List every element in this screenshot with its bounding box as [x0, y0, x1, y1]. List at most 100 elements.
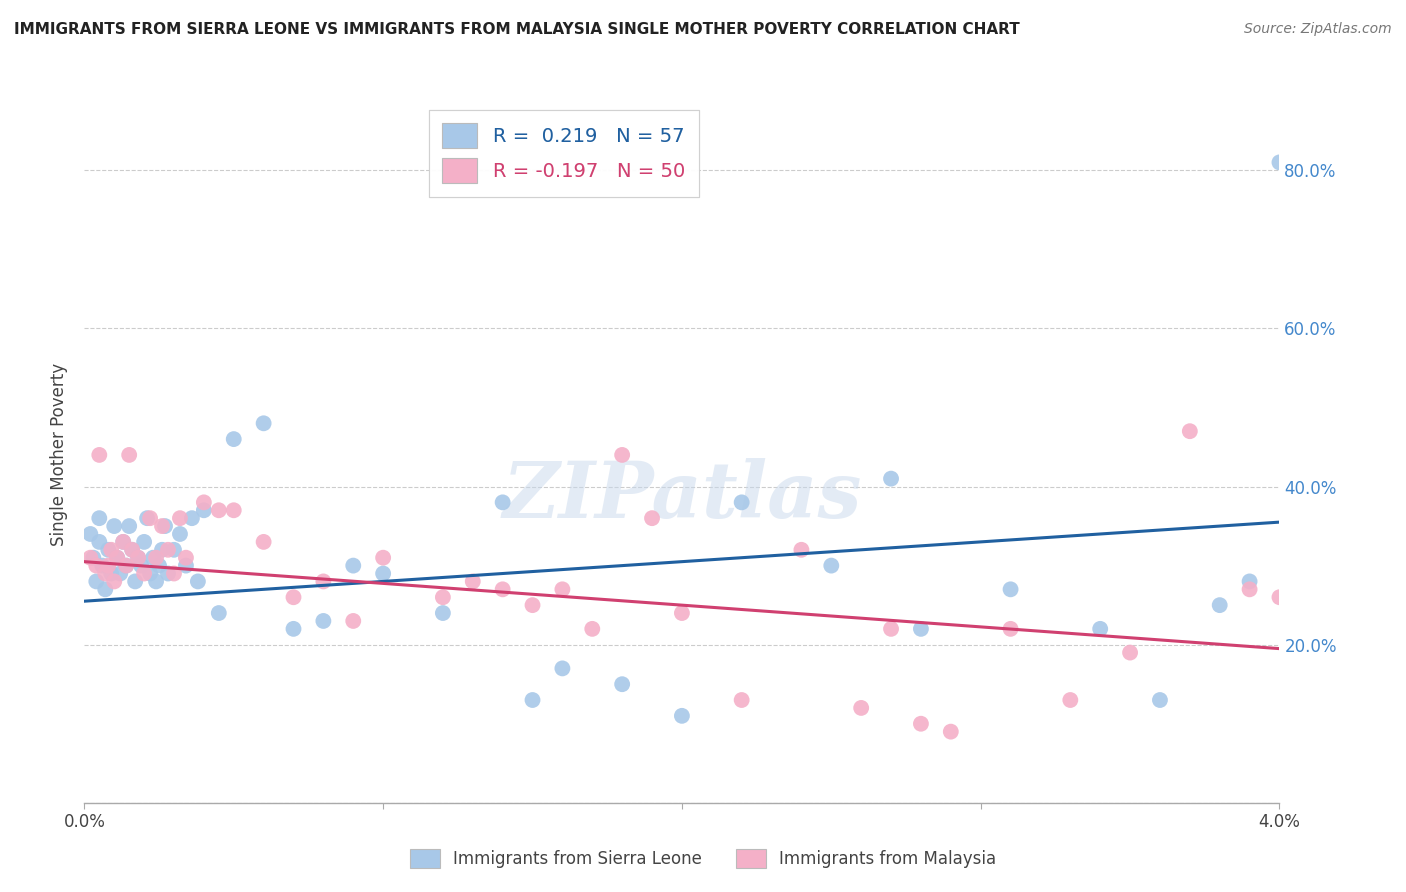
Point	[121, 542, 143, 557]
Point	[641, 511, 664, 525]
Point	[1268, 155, 1291, 169]
Point	[522, 598, 544, 612]
Point	[283, 591, 305, 605]
Point	[136, 511, 159, 525]
Point	[145, 550, 167, 565]
Y-axis label: Single Mother Poverty: Single Mother Poverty	[51, 363, 69, 547]
Point	[132, 566, 156, 581]
Point	[112, 534, 135, 549]
Point	[193, 495, 215, 509]
Text: ZIPatlas: ZIPatlas	[502, 458, 862, 535]
Point	[610, 677, 633, 691]
Point	[180, 511, 202, 525]
Point	[157, 542, 180, 557]
Point	[1178, 424, 1201, 438]
Point	[89, 448, 111, 462]
Point	[880, 472, 903, 486]
Point	[1088, 622, 1111, 636]
Point	[82, 550, 104, 565]
Point	[79, 550, 101, 565]
Point	[731, 693, 754, 707]
Point	[790, 542, 813, 557]
Point	[89, 534, 111, 549]
Point	[671, 708, 693, 723]
Text: IMMIGRANTS FROM SIERRA LEONE VS IMMIGRANTS FROM MALAYSIA SINGLE MOTHER POVERTY C: IMMIGRANTS FROM SIERRA LEONE VS IMMIGRAN…	[14, 22, 1019, 37]
Point	[145, 574, 167, 589]
Point	[253, 534, 276, 549]
Point	[522, 693, 544, 707]
Point	[581, 622, 603, 636]
Point	[432, 606, 454, 620]
Point	[174, 558, 197, 573]
Point	[157, 566, 180, 581]
Point	[312, 574, 335, 589]
Point	[169, 511, 191, 525]
Point	[253, 417, 276, 431]
Point	[124, 574, 146, 589]
Point	[492, 495, 515, 509]
Point	[163, 542, 186, 557]
Point	[551, 661, 574, 675]
Point	[222, 503, 245, 517]
Point	[312, 614, 335, 628]
Point	[880, 622, 903, 636]
Point	[118, 448, 141, 462]
Legend: Immigrants from Sierra Leone, Immigrants from Malaysia: Immigrants from Sierra Leone, Immigrants…	[404, 842, 1002, 875]
Point	[105, 550, 128, 565]
Point	[112, 534, 135, 549]
Point	[371, 566, 394, 581]
Point	[91, 558, 114, 573]
Point	[153, 519, 176, 533]
Point	[132, 534, 156, 549]
Point	[939, 724, 962, 739]
Point	[118, 519, 141, 533]
Point	[100, 566, 122, 581]
Point	[89, 511, 111, 525]
Point	[142, 550, 165, 565]
Point	[1000, 582, 1022, 597]
Point	[97, 558, 120, 573]
Point	[222, 432, 245, 446]
Point	[432, 591, 454, 605]
Legend: R =  0.219   N = 57, R = -0.197   N = 50: R = 0.219 N = 57, R = -0.197 N = 50	[429, 110, 699, 197]
Point	[283, 622, 305, 636]
Point	[97, 542, 120, 557]
Point	[79, 527, 101, 541]
Point	[163, 566, 186, 581]
Point	[94, 566, 117, 581]
Point	[910, 716, 932, 731]
Point	[342, 614, 364, 628]
Point	[139, 566, 162, 581]
Point	[103, 519, 125, 533]
Point	[208, 503, 231, 517]
Point	[193, 503, 215, 517]
Point	[1000, 622, 1022, 636]
Point	[187, 574, 209, 589]
Point	[121, 542, 143, 557]
Point	[150, 519, 173, 533]
Point	[849, 701, 872, 715]
Point	[551, 582, 574, 597]
Point	[1059, 693, 1081, 707]
Point	[1208, 598, 1232, 612]
Point	[342, 558, 364, 573]
Point	[139, 511, 162, 525]
Point	[731, 495, 754, 509]
Point	[94, 582, 117, 597]
Point	[492, 582, 515, 597]
Point	[1149, 693, 1171, 707]
Point	[86, 558, 108, 573]
Point	[1268, 591, 1291, 605]
Point	[110, 566, 132, 581]
Point	[103, 574, 125, 589]
Point	[671, 606, 693, 620]
Point	[371, 550, 394, 565]
Point	[169, 527, 191, 541]
Point	[461, 574, 484, 589]
Point	[150, 542, 173, 557]
Point	[115, 558, 138, 573]
Point	[1239, 582, 1261, 597]
Point	[127, 550, 149, 565]
Point	[820, 558, 842, 573]
Point	[208, 606, 231, 620]
